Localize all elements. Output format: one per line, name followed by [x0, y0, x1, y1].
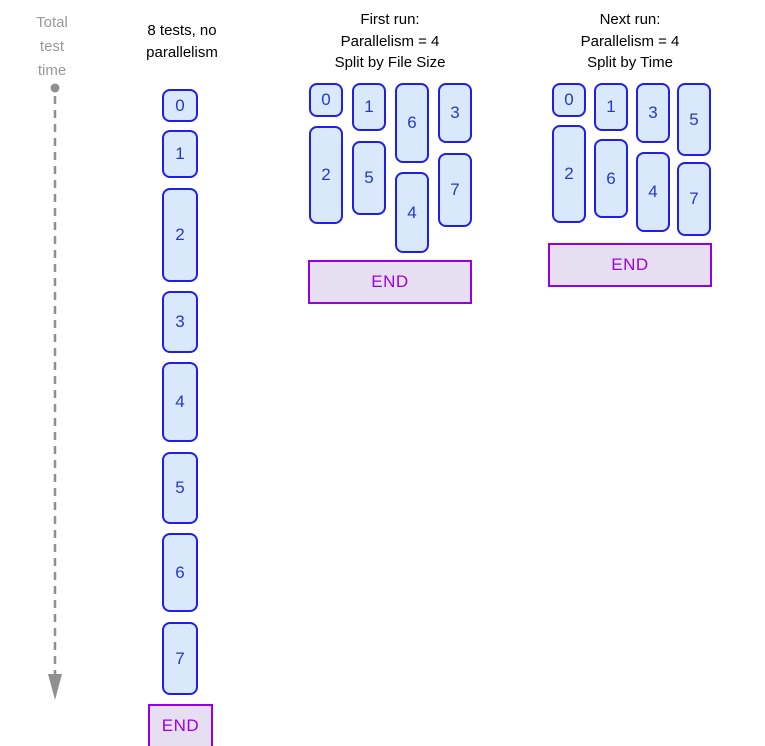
test-label: 3: [175, 312, 185, 331]
next-run-lane2-test-box-4: 4: [636, 152, 670, 232]
test-label: 6: [175, 562, 185, 582]
next-run-lane1-test-box-1: 1: [594, 83, 628, 131]
next-run-end-box: END: [548, 243, 712, 287]
time-axis-arrow: [48, 83, 62, 700]
first-run-column-header: First run: Parallelism = 4 Split by File…: [300, 9, 480, 74]
test-label: 7: [689, 189, 699, 208]
next-run-lane3-test-box-5: 5: [677, 83, 711, 156]
axis-label-line: Total: [36, 14, 68, 31]
test-label: 4: [407, 202, 417, 222]
axis-label-line: time: [37, 62, 67, 79]
serial-column-header: 8 tests, no parallelism: [118, 20, 246, 63]
next-run-column-header: Next run: Parallelism = 4 Split by Time: [540, 9, 720, 74]
next-run-lane0-test-box-0: 0: [552, 83, 586, 117]
end-label: END: [371, 272, 409, 291]
serial-test-box-4: 4: [162, 362, 198, 442]
test-label: 3: [648, 103, 658, 122]
test-label: 1: [364, 97, 374, 116]
first-run-lane1-test-box-5: 5: [352, 141, 386, 215]
test-label: 3: [450, 103, 460, 122]
first-run-end-box: END: [308, 260, 472, 304]
first-run-lane1-test-box-1: 1: [352, 83, 386, 131]
serial-test-box-0: 0: [162, 89, 198, 122]
next-run-lane1-test-box-6: 6: [594, 139, 628, 218]
header-line: Parallelism = 4: [340, 32, 440, 50]
first-run-lane2-test-box-4: 4: [395, 172, 429, 253]
serial-test-box-1: 1: [162, 130, 198, 178]
first-run-lane0-test-box-0: 0: [309, 83, 343, 117]
next-run-lane2-test-box-3: 3: [636, 83, 670, 143]
test-label: 7: [175, 648, 185, 668]
first-run-lane2-test-box-6: 6: [395, 83, 429, 163]
header-line: Parallelism = 4: [580, 32, 680, 50]
test-label: 1: [606, 97, 616, 116]
header-line: First run:: [360, 11, 420, 28]
test-label: 4: [648, 182, 658, 201]
serial-test-box-3: 3: [162, 291, 198, 353]
serial-end-box: END: [148, 704, 213, 746]
test-label: 4: [175, 392, 185, 411]
test-label: 2: [175, 225, 185, 244]
test-label: 6: [407, 113, 417, 132]
test-label: 2: [564, 164, 574, 183]
serial-test-box-7: 7: [162, 622, 198, 695]
header-line: Split by Time: [587, 54, 673, 71]
test-label: 7: [450, 180, 460, 199]
serial-test-box-6: 6: [162, 533, 198, 612]
next-run-lane3-test-box-7: 7: [677, 162, 711, 236]
first-run-lane0-test-box-2: 2: [309, 126, 343, 224]
header-line: Split by File Size: [334, 54, 446, 71]
test-label: 5: [175, 478, 185, 497]
test-label: 2: [321, 165, 331, 184]
total-test-time-label: Total test time: [22, 11, 82, 83]
end-label: END: [161, 716, 200, 735]
serial-test-box-2: 2: [162, 188, 198, 282]
first-run-lane3-test-box-3: 3: [438, 83, 472, 143]
axis-label-line: test: [39, 38, 65, 55]
test-label: 5: [364, 168, 374, 187]
header-line: Next run:: [599, 11, 661, 28]
first-run-lane3-test-box-7: 7: [438, 153, 472, 227]
test-label: 6: [606, 168, 616, 188]
test-label: 0: [321, 90, 331, 109]
serial-test-box-5: 5: [162, 452, 198, 524]
test-label: 0: [175, 95, 185, 115]
header-line: parallelism: [146, 43, 218, 61]
test-label: 1: [175, 144, 185, 163]
test-label: 0: [564, 90, 574, 109]
end-label: END: [611, 255, 649, 274]
test-label: 5: [689, 109, 699, 129]
next-run-lane0-test-box-2: 2: [552, 125, 586, 223]
header-line: 8 tests, no: [147, 22, 217, 39]
